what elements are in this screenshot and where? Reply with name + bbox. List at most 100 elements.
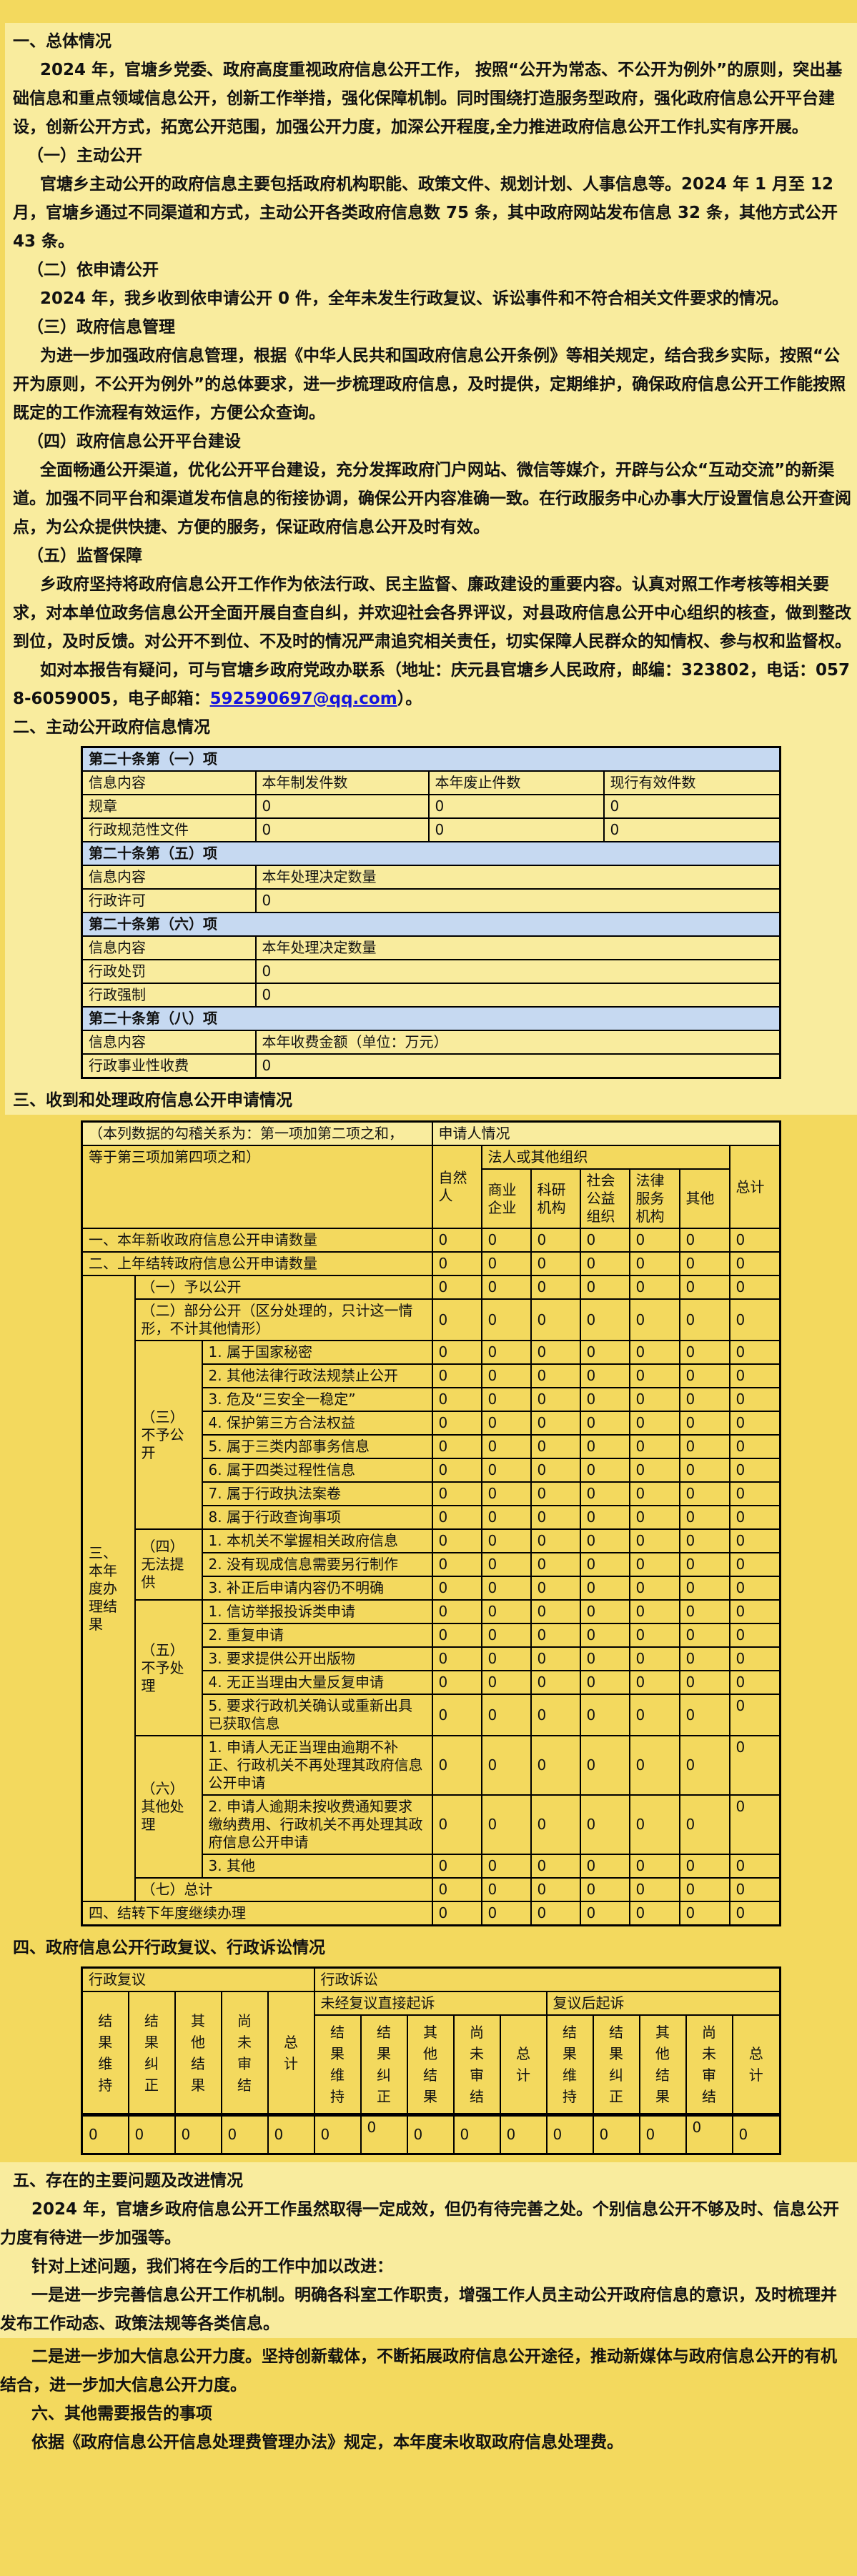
table-cell: 0: [431, 1363, 482, 1388]
table-cell: 5. 属于三类内部事务信息: [201, 1434, 433, 1459]
table-cell: 0: [530, 1877, 581, 1902]
table-cell: 0: [678, 1646, 730, 1671]
table-cell: 0: [678, 1340, 730, 1365]
supervision-paragraph: 乡政府坚持将政府信息公开工作作为依法行政、民主监督、廉政建设的重要内容。认真对照…: [13, 575, 851, 651]
table-cell: 0: [678, 1434, 730, 1459]
table-cell: （七）总计: [134, 1877, 433, 1902]
table-cell: 科研机构: [530, 1168, 581, 1229]
table-cell: 0: [81, 2113, 129, 2155]
table-cell: 0: [530, 1298, 581, 1341]
table-cell: 信息内容: [81, 1030, 257, 1055]
table-cell: 0: [579, 1576, 630, 1601]
table-cell: 0: [728, 1670, 781, 1695]
table-cell: 0: [678, 1552, 730, 1577]
table-cell: 结果维持: [81, 1991, 129, 2116]
table-cell: （五）不予处理: [134, 1599, 203, 1736]
table-cell: 0: [728, 1275, 781, 1300]
table-cell: 0: [431, 1901, 482, 1926]
table-cell: 6. 属于四类过程性信息: [201, 1458, 433, 1483]
section-problems: 五、存在的主要问题及改进情况 2024 年，官塘乡政府信息公开工作虽然取得一定成…: [0, 2162, 857, 2338]
table-cell: 0: [678, 1298, 730, 1341]
table-cell: 0: [728, 1458, 781, 1483]
table-cell: 0: [628, 1251, 680, 1276]
table-cell: 0: [728, 1694, 781, 1736]
table-cell: 行政诉讼: [313, 1966, 781, 1992]
table-cell: 第二十条第（八）项: [81, 1006, 781, 1031]
table-cell: 行政许可: [81, 888, 257, 913]
top-highlight-band: [0, 0, 857, 23]
table-cell: 规章: [81, 794, 257, 819]
table-cell: 0: [728, 1434, 781, 1459]
improvement-item2-paragraph: 二是进一步加大信息公开力度。坚持创新载体，不断拓展政府信息公开途径，推动新媒体与…: [0, 2347, 837, 2395]
table-cell: 0: [480, 1552, 532, 1577]
table-cell: 0: [678, 1275, 730, 1300]
table-cell: 信息内容: [81, 865, 257, 890]
table-cell: 第二十条第（五）项: [81, 841, 781, 866]
table-cell: 0: [530, 1623, 581, 1648]
table-cell: 0: [579, 1298, 630, 1341]
table-cell: 0: [530, 1670, 581, 1695]
table-cell: 3. 危及“三安全一稳定”: [201, 1387, 433, 1412]
email-link[interactable]: 592590697@qq.com: [209, 690, 397, 708]
table-cell: 0: [127, 2113, 176, 2155]
table-cell: 0: [728, 1599, 781, 1624]
table-cell: 0: [431, 1670, 482, 1695]
table-cell: 0: [480, 1340, 532, 1365]
table-cell: 尚未审结: [220, 1991, 269, 2116]
table-cell: 结果维持: [313, 2014, 362, 2116]
table-cell: （三）不予公开: [134, 1340, 203, 1530]
section1-heading: 一、总体情况: [13, 32, 112, 51]
table-cell: 0: [728, 1363, 781, 1388]
table-cell: 0: [628, 1275, 680, 1300]
table-cell: 结果维持: [545, 2014, 594, 2116]
subheading-info-management: （三）政府信息管理: [27, 318, 175, 337]
table-cell: 0: [431, 1251, 482, 1276]
table-cell: 尚未审结: [685, 2014, 733, 2116]
table-cell: 0: [530, 1458, 581, 1483]
table-cell: 0: [628, 1298, 680, 1341]
table-cell: 0: [678, 1670, 730, 1695]
table-cell: 0: [427, 817, 605, 842]
table-cell: 0: [431, 1275, 482, 1300]
table-cell: 0: [480, 1387, 532, 1412]
table-cell: 0: [254, 1053, 781, 1079]
table-cell: 2. 没有现成信息需要另行制作: [201, 1552, 433, 1577]
table-cell: 其他: [678, 1168, 730, 1229]
table-cell: 0: [678, 1735, 730, 1796]
table-cell: 0: [678, 1363, 730, 1388]
table-cell: 0: [480, 1576, 532, 1601]
table-cell: 0: [638, 2113, 687, 2155]
table-cell: 0: [628, 1458, 680, 1483]
table-cell: 商业企业: [480, 1168, 532, 1229]
table-cell: 0: [579, 1901, 630, 1926]
table-cell: 0: [678, 1387, 730, 1412]
table-cell: 0: [603, 794, 781, 819]
table-cell: 3. 要求提供公开出版物: [201, 1646, 433, 1671]
table-cell: 0: [480, 1901, 532, 1926]
table-cell: 0: [427, 794, 605, 819]
table-cell: 0: [628, 1877, 680, 1902]
table-cell: 0: [431, 1387, 482, 1412]
section5-heading: 五、存在的主要问题及改进情况: [13, 2172, 243, 2190]
table-cell: 信息内容: [81, 935, 257, 960]
table-cell: 0: [480, 1528, 532, 1553]
table-cell: 0: [678, 1877, 730, 1902]
table-cell: 0: [480, 1694, 532, 1736]
table-cell: 0: [628, 1228, 680, 1253]
on-request-paragraph: 2024 年，我乡收到依申请公开 0 件，全年未发生行政复议、诉讼事件和不符合相…: [40, 289, 789, 308]
table-cell: 0: [628, 1670, 680, 1695]
table-cell: 法律服务机构: [628, 1168, 680, 1229]
table-cell: 本年制发件数: [254, 770, 430, 795]
table-cell: （四）无法提供: [134, 1528, 203, 1601]
table-cell: 结果纠正: [127, 1991, 176, 2116]
table-cell: 0: [678, 1481, 730, 1506]
table-cell: 0: [628, 1363, 680, 1388]
table-cell: 0: [480, 1735, 532, 1796]
subheading-active-disclosure: （一）主动公开: [27, 146, 142, 165]
table-cell: 0: [480, 1434, 532, 1459]
table-cell: 0: [628, 1623, 680, 1648]
table-cell: 0: [530, 1646, 581, 1671]
table-cell: 0: [530, 1411, 581, 1436]
table-cell: 0: [579, 1387, 630, 1412]
table-cell: 0: [431, 1228, 482, 1253]
